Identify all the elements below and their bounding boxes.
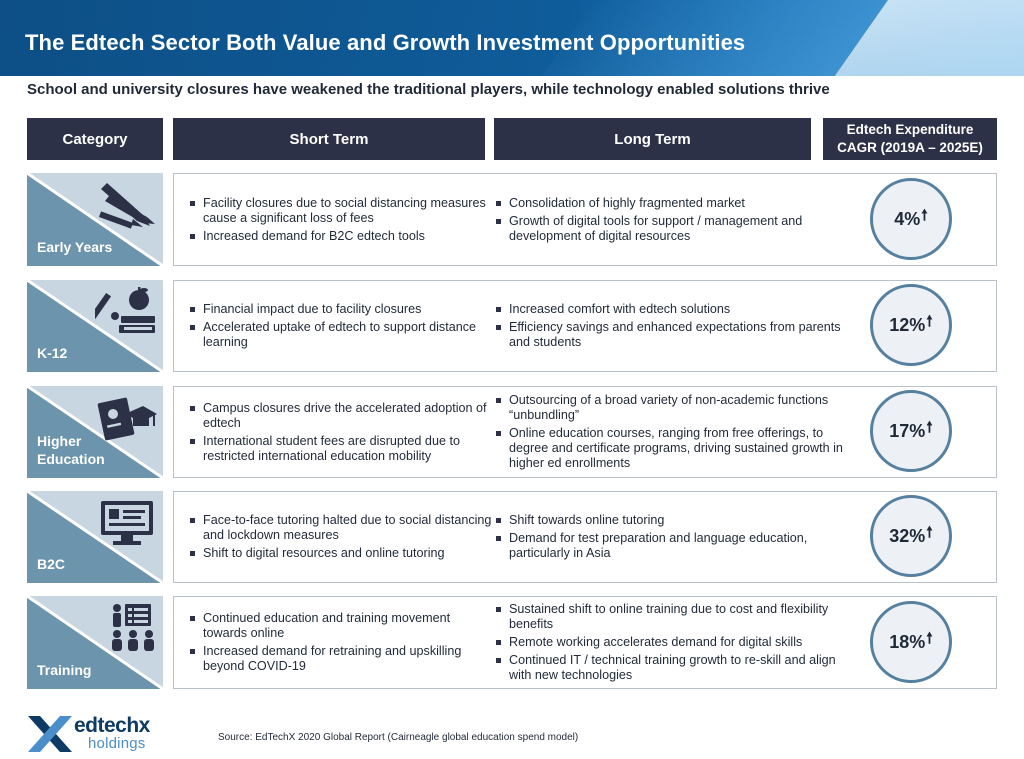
up-arrow-icon: 🠕 — [926, 523, 933, 541]
presentation-audience-icon — [112, 604, 154, 651]
header-expenditure-line2: CAGR (2019A – 2025E) — [837, 140, 983, 155]
list-item: Increased demand for retraining and upsk… — [188, 644, 496, 674]
cagr-badge: 18% 🠕 — [870, 601, 952, 683]
source-note: Source: EdTechX 2020 Global Report (Cair… — [218, 732, 579, 743]
short-term-cell: Financial impact due to facility closure… — [188, 281, 496, 371]
category-label: Early Years — [37, 239, 113, 255]
category-label: B2C — [37, 556, 66, 572]
list-item: Remote working accelerates demand for di… — [494, 635, 854, 650]
category-training: Training — [27, 596, 163, 689]
list-item: Increased demand for B2C edtech tools — [188, 229, 496, 244]
title-banner: The Edtech Sector Both Value and Growth … — [0, 0, 1024, 76]
long-term-cell: Shift towards online tutoring Demand for… — [494, 492, 854, 582]
short-term-cell: Face-to-face tutoring halted due to soci… — [188, 492, 496, 582]
cagr-value: 4% — [894, 208, 921, 229]
list-item: Shift towards online tutoring — [494, 513, 854, 528]
long-term-cell: Consolidation of highly fragmented marke… — [494, 174, 854, 265]
short-term-cell: Campus closures drive the accelerated ad… — [188, 387, 496, 477]
category-k12: K-12 — [27, 280, 163, 372]
cagr-badge: 12% 🠕 — [870, 284, 952, 366]
category-label: Higher Education — [37, 432, 105, 468]
cagr-value: 12% — [889, 314, 926, 335]
category-higher-education: Higher Education — [27, 386, 163, 478]
cagr-badge: 17% 🠕 — [870, 390, 952, 472]
cagr-value: 32% — [889, 525, 926, 546]
cagr-value: 17% — [889, 420, 926, 441]
cagr-value: 18% — [889, 631, 926, 652]
list-item: Accelerated uptake of edtech to support … — [188, 320, 496, 350]
cagr-badge: 32% 🠕 — [870, 495, 952, 577]
edtechx-logo: edtechx holdings — [26, 712, 166, 754]
category-label: K-12 — [37, 345, 68, 361]
list-item: Consolidation of highly fragmented marke… — [494, 196, 854, 211]
short-term-cell: Facility closures due to social distanci… — [188, 174, 496, 265]
list-item: Increased comfort with edtech solutions — [494, 302, 854, 317]
list-item: Online education courses, ranging from f… — [494, 426, 854, 471]
list-item: Sustained shift to online training due t… — [494, 602, 854, 632]
short-term-cell: Continued education and training movemen… — [188, 597, 496, 688]
category-diagonal — [27, 173, 163, 266]
page-title: The Edtech Sector Both Value and Growth … — [25, 30, 746, 55]
long-term-cell: Outsourcing of a broad variety of non-ac… — [494, 387, 854, 477]
apple-books-flask-icon — [95, 287, 155, 333]
header-long-term: Long Term — [494, 118, 811, 160]
row-higher-education: Campus closures drive the accelerated ad… — [173, 386, 997, 478]
logo-subtext: holdings — [88, 735, 146, 752]
logo-wordmark: edtechx — [74, 714, 150, 737]
list-item: Shift to digital resources and online tu… — [188, 546, 496, 561]
list-item: Face-to-face tutoring halted due to soci… — [188, 513, 496, 543]
list-item: Growth of digital tools for support / ma… — [494, 214, 854, 244]
up-arrow-icon: 🠕 — [926, 629, 933, 647]
list-item: Campus closures drive the accelerated ad… — [188, 401, 496, 431]
list-item: Efficiency savings and enhanced expectat… — [494, 320, 854, 350]
header-short-term: Short Term — [173, 118, 485, 160]
up-arrow-icon: 🠕 — [926, 312, 933, 330]
header-expenditure-line1: Edtech Expenditure — [846, 122, 974, 137]
row-k12: Financial impact due to facility closure… — [173, 280, 997, 372]
category-diagonal — [27, 280, 163, 372]
category-label-line2: Education — [37, 451, 105, 467]
up-arrow-icon: 🠕 — [926, 418, 933, 436]
pencils-icon — [98, 183, 155, 229]
row-early-years: Facility closures due to social distanci… — [173, 173, 997, 266]
page-subtitle: School and university closures have weak… — [27, 81, 830, 98]
list-item: International student fees are disrupted… — [188, 434, 496, 464]
row-training: Continued education and training movemen… — [173, 596, 997, 689]
list-item: Demand for test preparation and language… — [494, 531, 854, 561]
diploma-cap-icon — [97, 397, 157, 441]
header-category: Category — [27, 118, 163, 160]
list-item: Facility closures due to social distanci… — [188, 196, 496, 226]
cagr-badge: 4% 🠕 — [870, 178, 952, 260]
list-item: Financial impact due to facility closure… — [188, 302, 496, 317]
category-early-years: Early Years — [27, 173, 163, 266]
up-arrow-icon: 🠕 — [921, 206, 928, 224]
category-b2c: B2C — [27, 491, 163, 583]
category-label: Training — [37, 662, 92, 678]
category-label-line1: Higher — [37, 433, 82, 449]
long-term-cell: Increased comfort with edtech solutions … — [494, 281, 854, 371]
header-expenditure: Edtech Expenditure CAGR (2019A – 2025E) — [823, 118, 997, 160]
long-term-cell: Sustained shift to online training due t… — [494, 597, 854, 688]
list-item: Continued education and training movemen… — [188, 611, 496, 641]
list-item: Outsourcing of a broad variety of non-ac… — [494, 393, 854, 423]
row-b2c: Face-to-face tutoring halted due to soci… — [173, 491, 997, 583]
list-item: Continued IT / technical training growth… — [494, 653, 854, 683]
computer-monitor-icon — [101, 501, 153, 545]
x-logo-icon — [28, 716, 72, 752]
